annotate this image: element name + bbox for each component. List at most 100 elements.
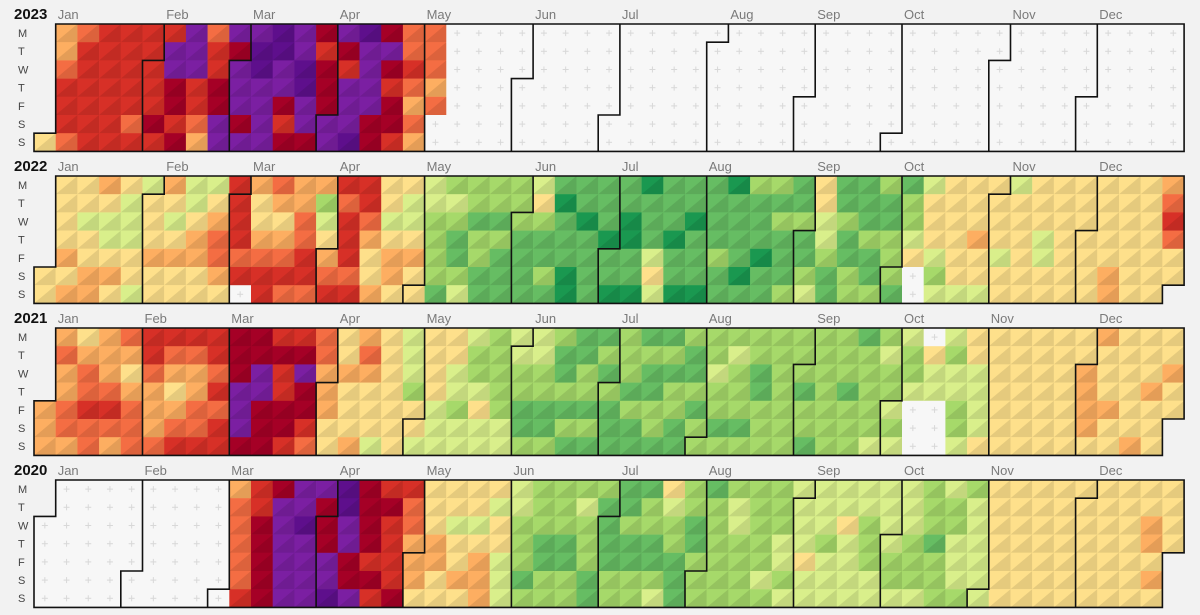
year-label: 2021: [14, 310, 47, 327]
day-cell-shade: [902, 194, 924, 213]
day-cell-shade: [272, 328, 295, 347]
day-cell-shade: [1075, 248, 1098, 267]
day-cell-shade: [988, 364, 1011, 383]
day-cell-shade: [706, 400, 729, 419]
day-cell-shade: [554, 589, 577, 608]
day-cell-shade: [815, 176, 837, 195]
day-cell-shade: [685, 571, 707, 590]
month-label: Jul: [622, 463, 639, 478]
day-cell-shade: [468, 267, 490, 286]
day-cell-shade: [164, 96, 186, 115]
day-cell-shade: [728, 346, 751, 365]
month-boundary: [597, 480, 621, 608]
day-cell-shade: [641, 419, 664, 438]
day-cell-shade: [424, 480, 447, 499]
month-label: Mar: [253, 159, 276, 174]
day-cell-shade: [1053, 589, 1076, 608]
day-cell-shade: [337, 480, 360, 499]
day-label: F: [18, 405, 25, 417]
day-cell-shade: [554, 400, 577, 419]
day-cell-shade: [489, 419, 512, 438]
day-cell-shade: [685, 480, 707, 499]
day-cell-shade: [1075, 498, 1098, 517]
day-cell-shade: [316, 419, 338, 438]
day-cell-shade: [706, 437, 729, 456]
day-cell-shade: [489, 534, 512, 553]
day-cell-shade: [663, 267, 685, 286]
day-cell-shade: [1162, 364, 1185, 383]
day-cell-shade: [945, 194, 968, 213]
day-cell-shade: [923, 346, 946, 365]
day-cell-shade: [402, 96, 425, 115]
day-cell-shade: [836, 230, 859, 249]
day-cell-shade: [902, 212, 924, 231]
day-cell-shade: [1097, 419, 1119, 438]
day-cell-shade: [554, 248, 577, 267]
day-cell-shade: [294, 115, 317, 134]
day-cell-shade: [641, 267, 664, 286]
day-cell-shade: [294, 571, 317, 590]
day-cell-shade: [99, 176, 121, 195]
day-cell-shade: [229, 534, 251, 553]
day-cell-shade: [55, 96, 78, 115]
day-cell-shade: [316, 194, 338, 213]
month-label: Feb: [166, 159, 188, 174]
day-cell-shade: [511, 364, 534, 383]
day-cell-shade: [381, 42, 403, 61]
day-cell-shade: [598, 534, 620, 553]
day-cell-shade: [142, 346, 165, 365]
day-cell-shade: [793, 382, 816, 401]
day-cell-shade: [902, 571, 924, 590]
day-cell-shade: [598, 328, 620, 347]
day-cell-shade: [1010, 382, 1033, 401]
day-cell-shade: [337, 552, 360, 571]
day-cell-shade: [902, 346, 924, 365]
day-cell-shade: [207, 382, 230, 401]
month-label: Apr: [340, 7, 361, 22]
day-cell-shade: [424, 230, 447, 249]
day-cell-shade: [880, 328, 902, 347]
day-cell-shade: [34, 419, 56, 438]
month-boundary: [120, 480, 144, 608]
day-cell-shade: [706, 419, 729, 438]
day-cell-shade: [207, 24, 230, 43]
day-cell-shade: [771, 552, 794, 571]
month-label: Nov: [991, 463, 1015, 478]
day-cell-shade: [945, 382, 968, 401]
day-cell-shade: [554, 480, 577, 499]
day-cell-shade: [207, 96, 230, 115]
day-cell-shade: [706, 285, 729, 304]
day-cell-shade: [771, 419, 794, 438]
day-cell-shade: [598, 437, 620, 456]
day-cell-shade: [598, 571, 620, 590]
day-cell-shade: [685, 400, 707, 419]
day-cell-shade: [55, 176, 78, 195]
day-cell-shade: [706, 364, 729, 383]
day-cell-shade: [1010, 230, 1033, 249]
month-label: Jun: [535, 311, 556, 326]
day-label: M: [18, 484, 27, 496]
day-cell-shade: [771, 480, 794, 499]
day-cell-shade: [446, 571, 468, 590]
day-cell-shade: [272, 194, 295, 213]
day-cell-shade: [402, 364, 425, 383]
day-cell-shade: [120, 230, 143, 249]
day-cell-shade: [1097, 248, 1119, 267]
day-cell-shade: [706, 552, 729, 571]
day-cell-shade: [1032, 589, 1054, 608]
day-cell-shade: [685, 267, 707, 286]
day-label: S: [18, 575, 25, 587]
day-cell-shade: [1119, 382, 1141, 401]
day-cell-shade: [1032, 552, 1054, 571]
day-cell-shade: [750, 248, 772, 267]
day-cell-shade: [294, 419, 317, 438]
day-cell-shade: [771, 328, 794, 347]
day-cell-shade: [55, 24, 78, 43]
day-cell-shade: [207, 248, 230, 267]
day-cell-shade: [728, 534, 751, 553]
day-cell-shade: [858, 498, 881, 517]
day-cell-shade: [359, 516, 382, 535]
day-cell-shade: [229, 552, 251, 571]
day-cell-shade: [468, 552, 490, 571]
day-cell-shade: [424, 437, 447, 456]
